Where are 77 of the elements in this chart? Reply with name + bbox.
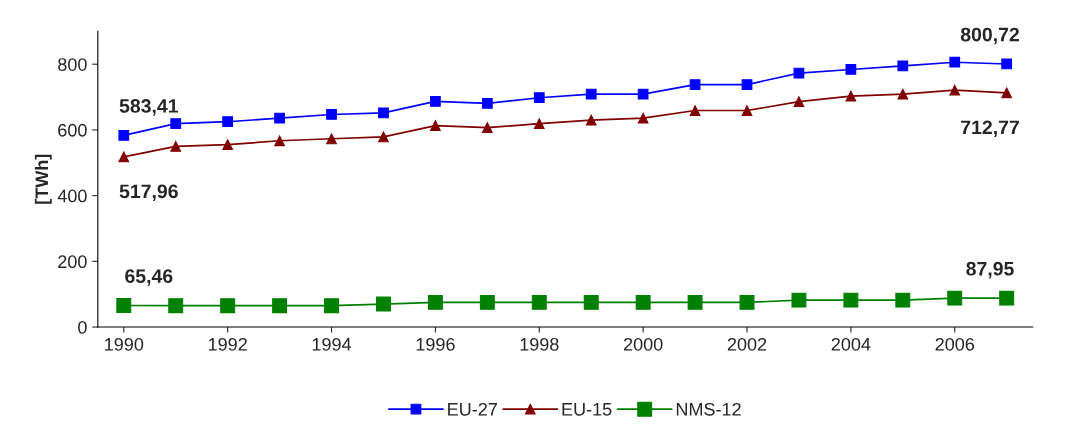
point [378, 131, 389, 143]
point [116, 298, 132, 313]
point [168, 298, 184, 314]
point [533, 92, 545, 104]
y-tick-label: 800 [58, 58, 87, 71]
point [793, 96, 805, 108]
data-label: 517,96 [119, 184, 178, 202]
point [118, 151, 130, 163]
data-label: 583,41 [119, 99, 178, 116]
x-tick-label: 1994 [312, 337, 352, 351]
y-axis-title: [TWh] [34, 154, 52, 204]
point [637, 112, 649, 124]
point [895, 292, 911, 308]
point [531, 294, 547, 310]
point [274, 135, 285, 147]
point [741, 79, 753, 90]
point [430, 120, 441, 132]
point [687, 294, 703, 310]
x-tick-label: 1998 [520, 337, 559, 351]
point [1001, 58, 1013, 70]
data-label: 87,95 [966, 261, 1014, 279]
point [897, 88, 909, 100]
point [947, 290, 963, 306]
point [118, 129, 130, 141]
point [378, 107, 389, 119]
legend-label: NMS-12 [676, 402, 741, 416]
point [326, 109, 337, 120]
point [897, 60, 909, 72]
point [585, 88, 597, 100]
y-tick-label: 200 [58, 255, 87, 269]
point [741, 105, 753, 116]
point [427, 294, 443, 310]
point [326, 133, 337, 145]
point [1001, 87, 1013, 99]
point [170, 118, 182, 130]
point [583, 294, 599, 310]
point [376, 296, 391, 312]
point [949, 56, 961, 68]
data-label: 712,77 [961, 120, 1019, 138]
point [637, 88, 649, 100]
point [689, 105, 701, 116]
point [222, 139, 234, 151]
x-tick-label: 1996 [416, 337, 455, 351]
x-tick-label: 1990 [105, 337, 144, 351]
point [635, 294, 651, 310]
point [689, 79, 701, 90]
point [222, 116, 234, 128]
y-tick-label: 0 [78, 320, 87, 334]
point [585, 114, 597, 126]
x-tick-label: 2002 [727, 337, 767, 351]
data-label: 65,46 [125, 269, 173, 286]
point [533, 118, 545, 130]
point [324, 298, 339, 314]
point [949, 84, 961, 96]
point [791, 292, 807, 308]
point [481, 122, 493, 133]
x-tick-label: 2000 [623, 337, 663, 351]
data-label: 800,72 [960, 27, 1019, 45]
legend-label: EU-27 [448, 402, 497, 416]
point [999, 290, 1015, 306]
point [430, 95, 441, 107]
x-tick-label: 1992 [208, 337, 247, 351]
legend-label: EU-15 [562, 403, 612, 416]
y-tick-label: 600 [58, 123, 87, 137]
point [170, 140, 182, 152]
point [272, 298, 288, 314]
point [479, 294, 495, 310]
point [481, 97, 493, 109]
point [739, 294, 755, 310]
point [845, 64, 857, 75]
x-tick-label: 2004 [831, 337, 871, 351]
point [220, 298, 236, 314]
y-tick-label: 400 [57, 189, 87, 203]
x-tick-label: 2006 [935, 337, 975, 351]
point [845, 90, 857, 102]
point [843, 292, 859, 308]
point [274, 112, 285, 124]
